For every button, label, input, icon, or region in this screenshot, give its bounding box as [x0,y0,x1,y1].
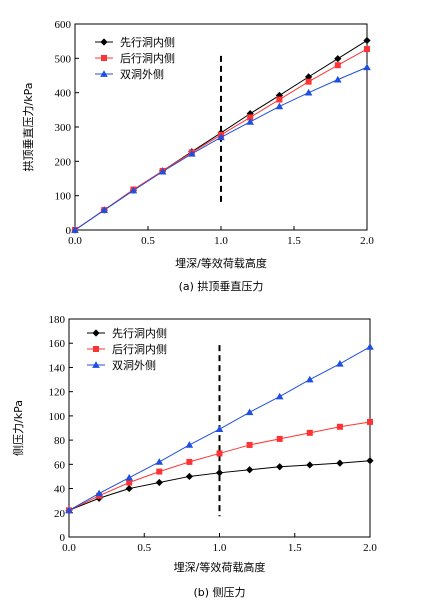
chart-b-data-point [246,466,254,474]
chart-b-data-point [215,469,224,477]
chart-a-data-point [305,73,313,81]
chart-a-x-tick-label: 1.5 [287,235,301,247]
chart-b-x-tick-label: 0.0 [62,542,76,554]
chart-a-data-point [363,36,371,45]
chart-b-data-point [336,459,344,467]
chart-b-y-tick-label: 80 [54,435,66,447]
chart-b-y-axis-title: 侧压力/kPa [12,400,25,456]
chart-a-data-point [304,88,313,96]
chart-b-data-point [155,478,163,487]
chart-a-y-tick-label: 200 [55,156,72,168]
chart-b-data-point [125,484,133,493]
chart-b-panel: 0.0 0.5 1.0 1.5 2.0 0 20 40 60 80 100 120 140 160 180 先… [0,300,427,608]
chart-a-data-point [129,186,138,194]
chart-b-caption: (b) 侧压力 [193,586,245,599]
chart-a-data-point [275,91,283,100]
chart-b-data-point [125,473,133,481]
chart-b-y-tick-label: 40 [54,484,66,496]
chart-a-y-tick-label: 300 [55,122,72,134]
chart-b-data-point [367,418,373,425]
chart-a-x-tick-label: 0.5 [141,235,155,247]
chart-b-x-tick-label: 1.0 [213,542,227,554]
chart-a-x-tick-label: 2.0 [360,235,374,247]
chart-b-x-axis-title: 埋深/等效荷载高度 [174,560,266,574]
chart-a-y-tick-label: 100 [55,191,72,203]
chart-a-legend-marker-1 [101,55,107,61]
chart-a-legend-label-2: 双洞外侧 [120,68,164,81]
chart-b-data-point [216,450,223,457]
chart-a-y-tick-label: 600 [55,19,72,31]
chart-a-data-point [100,206,108,213]
chart-b-x-tick-label: 0.5 [137,542,151,554]
chart-a-x-tick-label: 0.0 [68,235,82,247]
chart-a-data-point [217,133,225,141]
chart-b-y-tick-label: 20 [54,508,66,520]
chart-a-legend-label-0: 先行洞内侧 [120,35,175,49]
chart-b-legend-marker-0 [92,329,100,337]
chart-a-y-tick-label: 0 [66,225,72,237]
chart-a-svg: 0.0 0.5 1.0 1.5 2.0 0 100 200 300 400 500 600 先行洞内侧后… [21,19,374,293]
chart-b-legend-label-0: 先行洞内侧 [112,326,167,340]
chart-b-legend-marker-2 [92,361,100,368]
chart-b-data-point [336,360,344,367]
chart-b-data-point [306,461,314,469]
chart-b-legend-label-2: 双洞外侧 [112,359,156,372]
chart-b-data-point [306,375,314,383]
chart-b-y-tick-label: 0 [60,532,66,544]
chart-b-data-point [185,472,193,481]
chart-a-data-point [246,118,254,125]
chart-b-data-point [366,457,374,465]
chart-b-data-point [155,458,164,465]
chart-b-y-tick-label: 180 [49,314,66,326]
chart-a-caption: (a) 拱顶垂直压力 [179,279,264,293]
chart-a-legend-marker-0 [100,38,108,46]
chart-b-y-tick-label: 120 [49,387,66,399]
chart-b-data-point [185,441,194,448]
chart-a-y-tick-label: 400 [55,88,72,100]
chart-a-legend-label-1: 后行洞内侧 [120,51,175,65]
chart-b-y-tick-label: 140 [49,362,66,374]
chart-b-data-point [276,463,284,471]
chart-b-data-point [65,506,73,514]
chart-a-data-point [275,102,284,110]
chart-a-data-point [305,78,312,85]
chart-a-legend-marker-2 [100,70,108,77]
chart-b-data-point [336,423,343,430]
chart-a-data-point [364,46,370,53]
chart-b-svg: 0.0 0.5 1.0 1.5 2.0 0 20 40 60 80 100 120 140 160 180 先… [12,314,377,599]
chart-a-data-point [247,114,254,121]
chart-b-data-point [246,441,253,448]
chart-b-data-point [126,479,133,486]
chart-b-data-point [276,435,283,442]
chart-b-y-tick-label: 160 [49,338,66,350]
chart-a-data-point [334,55,342,63]
chart-b-data-point [215,425,224,433]
chart-a-y-tick-label: 500 [55,53,72,65]
chart-b-data-point [186,458,193,465]
chart-b-data-point [156,468,163,475]
chart-a-data-point [276,96,283,103]
chart-a-x-axis-title: 埋深/等效荷载高度 [175,256,267,270]
chart-b-x-tick-label: 2.0 [363,542,377,554]
chart-a-data-point [363,63,371,71]
chart-a-y-axis-title: 拱顶垂直压力/kPa [21,83,35,172]
chart-b-data-point [275,392,284,400]
chart-b-data-point [245,408,254,416]
chart-a-data-point [334,62,341,69]
chart-a-data-point [158,167,167,175]
chart-b-legend-label-1: 后行洞内侧 [112,342,167,356]
chart-b-data-point [95,489,103,497]
chart-b-data-point [366,343,374,350]
chart-a-data-point [334,75,342,83]
chart-a-data-point [71,226,79,233]
chart-a-x-tick-label: 1.0 [214,235,228,247]
chart-b-legend-marker-1 [93,346,99,352]
chart-b-y-tick-label: 100 [49,411,66,423]
chart-a-panel: 0.0 0.5 1.0 1.5 2.0 0 100 200 300 400 500 600 先行洞内侧后… [0,0,427,300]
chart-b-x-tick-label: 1.5 [288,542,302,554]
chart-b-data-point [306,429,313,436]
chart-a-data-point [188,149,196,157]
chart-b-y-tick-label: 60 [54,459,66,471]
